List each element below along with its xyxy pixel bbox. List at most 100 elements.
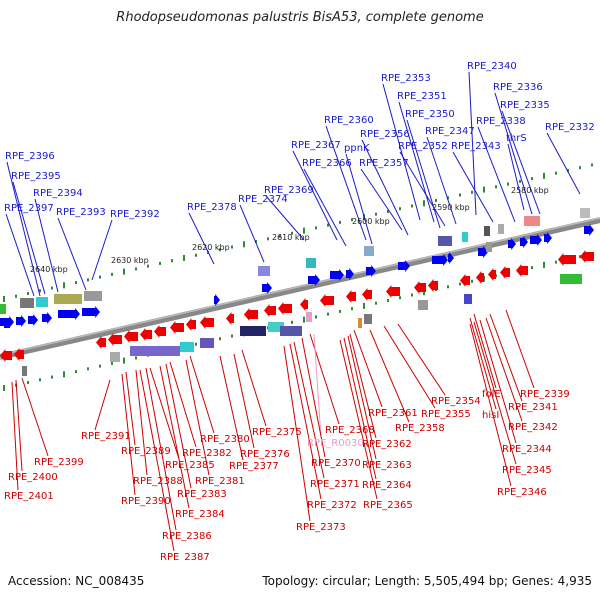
inner-track-tick — [411, 293, 413, 297]
inner-track-tick — [351, 307, 353, 311]
outer-track-tick — [387, 209, 389, 213]
reverse-label-connector — [11, 381, 19, 491]
reverse-gene — [580, 250, 594, 263]
reverse-gene-label: RPE_2389 — [121, 446, 171, 457]
reverse-label-connector — [301, 337, 326, 458]
outer-track-tick — [87, 278, 89, 282]
outer-track-tick — [231, 245, 233, 249]
forward-gene-label: RPE_2366 — [302, 158, 352, 169]
forward-label-connector — [12, 181, 46, 295]
outer-track-tick — [555, 171, 557, 175]
reverse-feature-box — [130, 346, 180, 356]
reverse-label-connector — [165, 363, 192, 489]
forward-label-connector — [6, 161, 41, 297]
forward-feature-box — [0, 304, 6, 314]
forward-gene — [584, 224, 594, 236]
outer-track-tick — [531, 177, 533, 181]
reverse-feature-box — [464, 294, 472, 304]
inner-track-tick — [87, 367, 89, 371]
reverse-label-connector — [219, 355, 244, 461]
reverse-feature-box — [358, 318, 362, 328]
forward-feature-box — [498, 224, 504, 234]
outer-track-tick — [171, 259, 173, 263]
outer-track-tick — [39, 289, 41, 293]
inner-track-tick — [471, 279, 473, 283]
map-title: Rhodopseudomonas palustris BisA53, compl… — [116, 10, 484, 25]
reverse-feature-box — [560, 274, 582, 284]
forward-gene — [82, 306, 100, 318]
backbone-layer — [0, 217, 600, 360]
reverse-feature-box — [240, 326, 266, 336]
forward-gene — [262, 282, 272, 294]
inner-track-tick — [303, 316, 305, 323]
reverse-gene-label: RPE_2370 — [311, 458, 361, 469]
reverse-gene-label: RPE_2400 — [8, 472, 58, 483]
reverse-label-connector — [313, 333, 322, 438]
reverse-gene — [386, 285, 400, 298]
reverse-label-connector — [169, 361, 197, 448]
outer-track-tick — [159, 261, 161, 265]
outer-track-tick — [315, 226, 317, 230]
reverse-gene-label: RPE_2382 — [182, 448, 232, 459]
forward-gene — [308, 274, 320, 286]
forward-gene — [478, 246, 488, 258]
forward-label-connector — [345, 153, 373, 245]
forward-gene-label: RPE_2352 — [398, 141, 448, 152]
forward-gene-label: RPE_2356 — [360, 129, 410, 140]
inner-track-tick — [51, 375, 53, 379]
forward-gene-label: RPE_2332 — [545, 122, 595, 133]
reverse-label-connector — [489, 313, 523, 402]
reverse-gene — [300, 298, 308, 311]
outer-track-tick — [27, 292, 29, 296]
outer-track-tick — [483, 186, 485, 193]
reverse-gene — [278, 302, 292, 315]
reverse-gene — [362, 288, 372, 301]
reverse-gene — [516, 264, 528, 277]
reverse-label-connector — [485, 317, 523, 422]
forward-label-connector — [452, 151, 494, 223]
reverse-gene-label: RPE_2341 — [508, 402, 558, 413]
inner-track-tick — [27, 381, 29, 385]
outer-track-tick — [15, 294, 17, 298]
reverse-feature-box — [306, 312, 312, 322]
inner-track-tick — [555, 260, 557, 264]
forward-gene — [520, 236, 528, 248]
forward-gene — [398, 260, 410, 272]
forward-label-connector — [360, 168, 403, 231]
forward-gene-label: RPE_2338 — [476, 116, 526, 127]
reverse-gene — [124, 330, 138, 343]
inner-track-tick — [531, 266, 533, 270]
reverse-label-connector — [189, 355, 215, 434]
inner-track-tick — [111, 361, 113, 365]
reverse-label-connector — [349, 333, 377, 439]
reverse-label-connector — [343, 337, 377, 480]
forward-gene — [16, 315, 26, 327]
reverse-gene-label: RPE_2355 — [421, 409, 471, 420]
reverse-label-connector — [21, 377, 49, 457]
reverse-gene-label: RPE_2384 — [175, 509, 225, 520]
backbone — [0, 217, 600, 360]
inner-track-tick — [195, 342, 197, 346]
reverse-gene — [108, 333, 122, 346]
reverse-label-connector — [241, 349, 267, 427]
outer-track-tick — [411, 204, 413, 208]
inner-track-tick — [219, 337, 221, 341]
reverse-gene — [346, 290, 356, 303]
reverse-label-connector — [473, 321, 517, 465]
reverse-label-connector — [505, 309, 535, 389]
reverse-gene-label: RPE_2375 — [252, 427, 302, 438]
forward-feature-box — [438, 236, 452, 246]
reverse-feature-box — [418, 300, 428, 310]
scale-label: 2600 kbp — [352, 217, 390, 226]
forward-gene-label: RPE_2340 — [467, 61, 517, 72]
forward-gene — [544, 232, 552, 244]
reverse-gene-label: RPE_2339 — [520, 389, 570, 400]
forward-feature-box — [484, 226, 490, 236]
outer-track-tick — [195, 253, 197, 257]
forward-label-connector — [477, 126, 516, 223]
forward-feature-box — [364, 246, 374, 256]
reverse-gene-label: RPE_2372 — [307, 500, 357, 511]
reverse-gene — [460, 274, 470, 287]
outer-track-tick — [543, 172, 545, 179]
forward-gene — [58, 308, 80, 320]
